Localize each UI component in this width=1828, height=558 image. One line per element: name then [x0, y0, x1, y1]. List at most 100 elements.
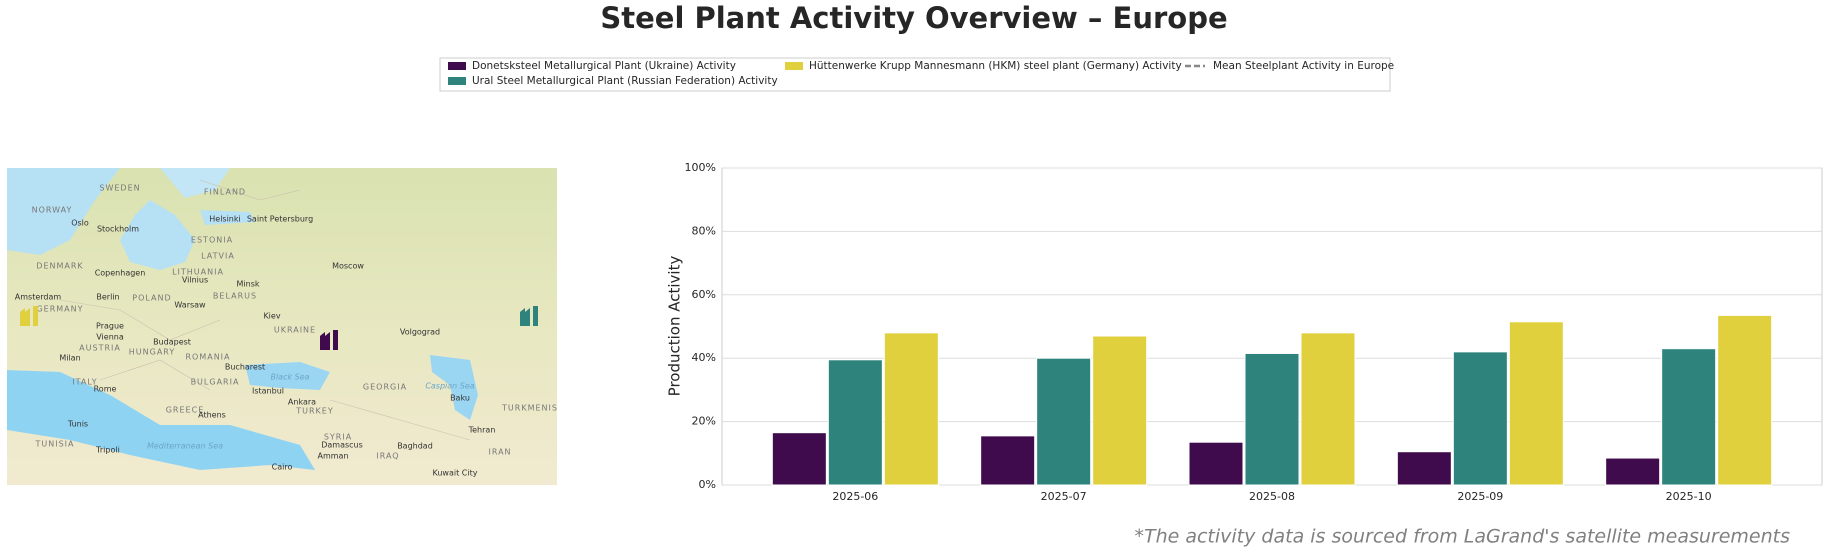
map-label: BULGARIA	[191, 378, 240, 387]
legend-label: Mean Steelplant Activity in Europe	[1213, 60, 1394, 72]
map-label: Bucharest	[225, 363, 265, 372]
map-label: POLAND	[132, 294, 171, 303]
bar	[827, 359, 883, 486]
bar	[1717, 314, 1773, 486]
map-label: Baku	[450, 394, 470, 403]
map-label: Vienna	[96, 333, 124, 342]
map-label: Warsaw	[174, 301, 206, 310]
x-tick-label: 2025-09	[1457, 490, 1503, 503]
legend-swatch	[448, 77, 466, 85]
map-label: Stockholm	[97, 225, 139, 234]
map-label: Minsk	[237, 280, 260, 289]
map-label: Caspian Sea	[425, 382, 474, 391]
y-tick-label: 0%	[699, 478, 716, 491]
map-label: Istanbul	[252, 387, 284, 396]
map-label: TURKMENIS	[501, 404, 558, 413]
map-label: Tripoli	[95, 446, 120, 455]
map-label: NORWAY	[32, 206, 73, 215]
bar	[1452, 351, 1508, 486]
plant-icon	[20, 306, 38, 326]
map-label: TURKEY	[295, 407, 334, 416]
x-tick-label: 2025-08	[1249, 490, 1295, 503]
y-tick-label: 60%	[692, 288, 716, 301]
bar	[1300, 332, 1356, 486]
bar	[1605, 457, 1661, 486]
x-tick-label: 2025-06	[832, 490, 878, 503]
y-tick-label: 20%	[692, 415, 716, 428]
map-label: Tehran	[468, 426, 496, 435]
map-label: GEORGIA	[363, 383, 407, 392]
map-label: TUNISIA	[35, 440, 75, 449]
map-label: LITHUANIA	[172, 268, 224, 277]
map-label: Baghdad	[397, 442, 433, 451]
map-label: GREECE	[166, 406, 205, 415]
map-label: ROMANIA	[185, 353, 230, 362]
map-label: UKRAINE	[274, 326, 316, 335]
map-label: LATVIA	[201, 252, 235, 261]
footnote: *The activity data is sourced from LaGra…	[1134, 526, 1790, 548]
map-label: Vilnius	[182, 276, 208, 285]
bar	[883, 332, 939, 486]
y-tick-label: 100%	[685, 161, 716, 174]
map-label: Damascus	[321, 441, 363, 450]
map-label: HUNGARY	[129, 348, 175, 357]
map-label: Berlin	[96, 293, 119, 302]
map-label: Tunis	[67, 420, 88, 429]
map-label: Mediterranean Sea	[147, 442, 223, 451]
map-label: GERMANY	[36, 305, 83, 314]
legend-box	[439, 57, 1391, 92]
x-tick-label: 2025-10	[1666, 490, 1712, 503]
bar	[980, 435, 1036, 486]
bar	[1244, 352, 1300, 486]
legend-label: Ural Steel Metallurgical Plant (Russian …	[472, 75, 778, 87]
map-label: Rome	[94, 385, 117, 394]
map-label: SWEDEN	[99, 184, 140, 193]
bar	[1092, 335, 1148, 486]
map-label: Copenhagen	[95, 269, 146, 278]
map-label: DENMARK	[36, 262, 83, 271]
map-label: Prague	[96, 322, 124, 331]
map-label: IRAN	[488, 448, 511, 457]
map-label: Kuwait City	[433, 469, 478, 478]
legend-label: Donetsksteel Metallurgical Plant (Ukrain…	[472, 60, 736, 72]
map-label: ESTONIA	[191, 236, 233, 245]
map-label: Black Sea	[270, 373, 309, 382]
x-tick-label: 2025-07	[1041, 490, 1087, 503]
map-label: Moscow	[332, 262, 364, 271]
map	[7, 168, 557, 485]
map-label: Oslo	[71, 219, 89, 228]
map-label: Amman	[317, 452, 348, 461]
map-label: Athens	[198, 411, 226, 420]
bar	[1396, 451, 1452, 486]
chart-title: Steel Plant Activity Overview – Europe	[600, 1, 1227, 35]
plant-icon	[320, 330, 338, 350]
map-label: Volgograd	[400, 328, 440, 337]
plant-icon	[520, 306, 538, 326]
map-label: FINLAND	[204, 188, 246, 197]
map-label: SYRIA	[324, 433, 352, 442]
map-label: IRAQ	[376, 452, 399, 461]
map-label: Amsterdam	[15, 293, 62, 302]
bar	[1036, 357, 1092, 486]
map-label: Ankara	[288, 398, 316, 407]
legend-label: Hüttenwerke Krupp Mannesmann (HKM) steel…	[809, 60, 1182, 72]
legend-swatch	[448, 62, 466, 70]
map-label: Milan	[59, 354, 80, 363]
map-label: BELARUS	[213, 292, 257, 301]
bar	[1188, 441, 1244, 486]
legend-swatch	[785, 62, 803, 70]
y-axis-label: Production Activity	[666, 256, 684, 397]
bar	[1661, 348, 1717, 486]
map-label: Cairo	[272, 463, 293, 472]
y-tick-label: 40%	[692, 351, 716, 364]
map-label: Kiev	[263, 312, 280, 321]
map-label: Saint Petersburg	[247, 215, 313, 224]
bar	[1508, 321, 1564, 486]
map-label: Helsinki	[209, 215, 240, 224]
map-label: AUSTRIA	[79, 344, 121, 353]
map-labels: SWEDEN FINLAND NORWAY Oslo Stockholm Helsinki…	[15, 184, 558, 478]
map-label: ITALY	[72, 378, 97, 387]
y-tick-label: 80%	[692, 224, 716, 237]
map-label: Budapest	[153, 338, 191, 347]
